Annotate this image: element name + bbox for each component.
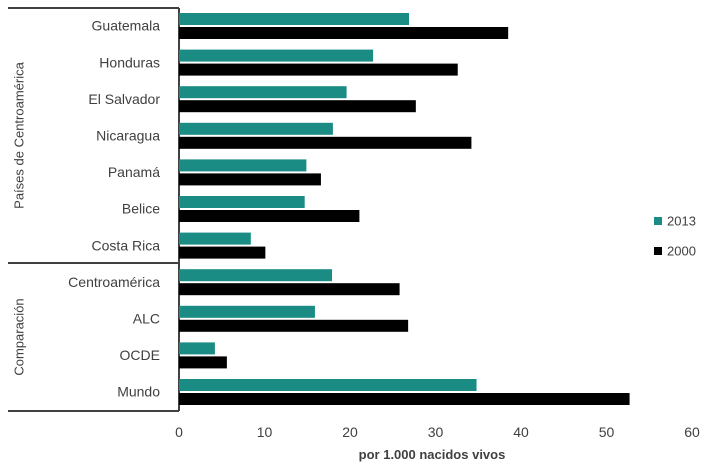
x-axis-title: por 1.000 nacidos vivos bbox=[359, 447, 506, 462]
bar-2000-nicaragua bbox=[179, 136, 472, 149]
category-label-guatemala: Guatemala bbox=[92, 18, 161, 34]
bar-2013-mundo bbox=[179, 379, 477, 391]
category-labels: Guatemala Honduras El Salvador Nicaragua Pan… bbox=[68, 18, 160, 400]
category-label-belice: Belice bbox=[122, 201, 160, 217]
category-label-ocde: OCDE bbox=[120, 347, 160, 363]
bar-2013-belice bbox=[179, 196, 305, 208]
bar-2013-nicaragua bbox=[179, 122, 333, 135]
bar-2013-costa-rica bbox=[179, 232, 251, 245]
bar-2013-honduras bbox=[179, 49, 374, 62]
bar-2013-el-salvador bbox=[179, 86, 347, 99]
x-tick-label-60: 60 bbox=[684, 424, 700, 440]
group-labels: Países de Centroamérica Comparación bbox=[11, 61, 26, 375]
bar-2013-ocde bbox=[179, 342, 215, 355]
x-axis-ticks: 0 10 20 30 40 50 60 bbox=[175, 424, 700, 440]
group-label-paises-de-centroamerica: Países de Centroamérica bbox=[11, 61, 26, 208]
bar-2013-alc bbox=[179, 305, 315, 318]
legend: 2013 2000 bbox=[654, 213, 696, 258]
bar-2000-alc bbox=[179, 319, 409, 332]
bar-2013-guatemala bbox=[179, 13, 409, 25]
x-tick-label-0: 0 bbox=[175, 424, 183, 440]
category-label-alc: ALC bbox=[133, 311, 160, 327]
bar-2000-guatemala bbox=[179, 27, 509, 39]
bar-2000-mundo bbox=[179, 393, 630, 405]
x-tick-label-40: 40 bbox=[513, 424, 529, 440]
category-label-centroamerica: Centroamérica bbox=[68, 274, 160, 290]
bar-2013-panama bbox=[179, 159, 307, 172]
bar-2000-panama bbox=[179, 173, 321, 186]
x-tick-label-30: 30 bbox=[428, 424, 444, 440]
group-label-comparacion: Comparación bbox=[11, 298, 26, 375]
category-label-panama: Panamá bbox=[108, 164, 160, 180]
bar-2000-belice bbox=[179, 210, 360, 222]
category-label-costa-rica: Costa Rica bbox=[92, 237, 161, 253]
category-label-el-salvador: El Salvador bbox=[88, 91, 160, 107]
bar-2000-costa-rica bbox=[179, 246, 266, 259]
category-label-mundo: Mundo bbox=[117, 384, 160, 400]
category-label-nicaragua: Nicaragua bbox=[96, 128, 160, 144]
category-label-honduras: Honduras bbox=[99, 54, 160, 70]
bar-2000-honduras bbox=[179, 63, 458, 76]
bar-2000-ocde bbox=[179, 356, 227, 369]
legend-swatch-2000 bbox=[654, 247, 662, 255]
bar-2013-centroamerica bbox=[179, 269, 333, 282]
x-tick-label-10: 10 bbox=[257, 424, 273, 440]
x-tick-label-20: 20 bbox=[342, 424, 358, 440]
bar-2000-el-salvador bbox=[179, 100, 416, 113]
legend-label-2000: 2000 bbox=[667, 243, 696, 258]
legend-label-2013: 2013 bbox=[667, 213, 696, 228]
bar-2000-centroamerica bbox=[179, 283, 400, 296]
legend-swatch-2013 bbox=[654, 217, 662, 225]
x-tick-label-50: 50 bbox=[599, 424, 615, 440]
bars bbox=[179, 13, 630, 405]
